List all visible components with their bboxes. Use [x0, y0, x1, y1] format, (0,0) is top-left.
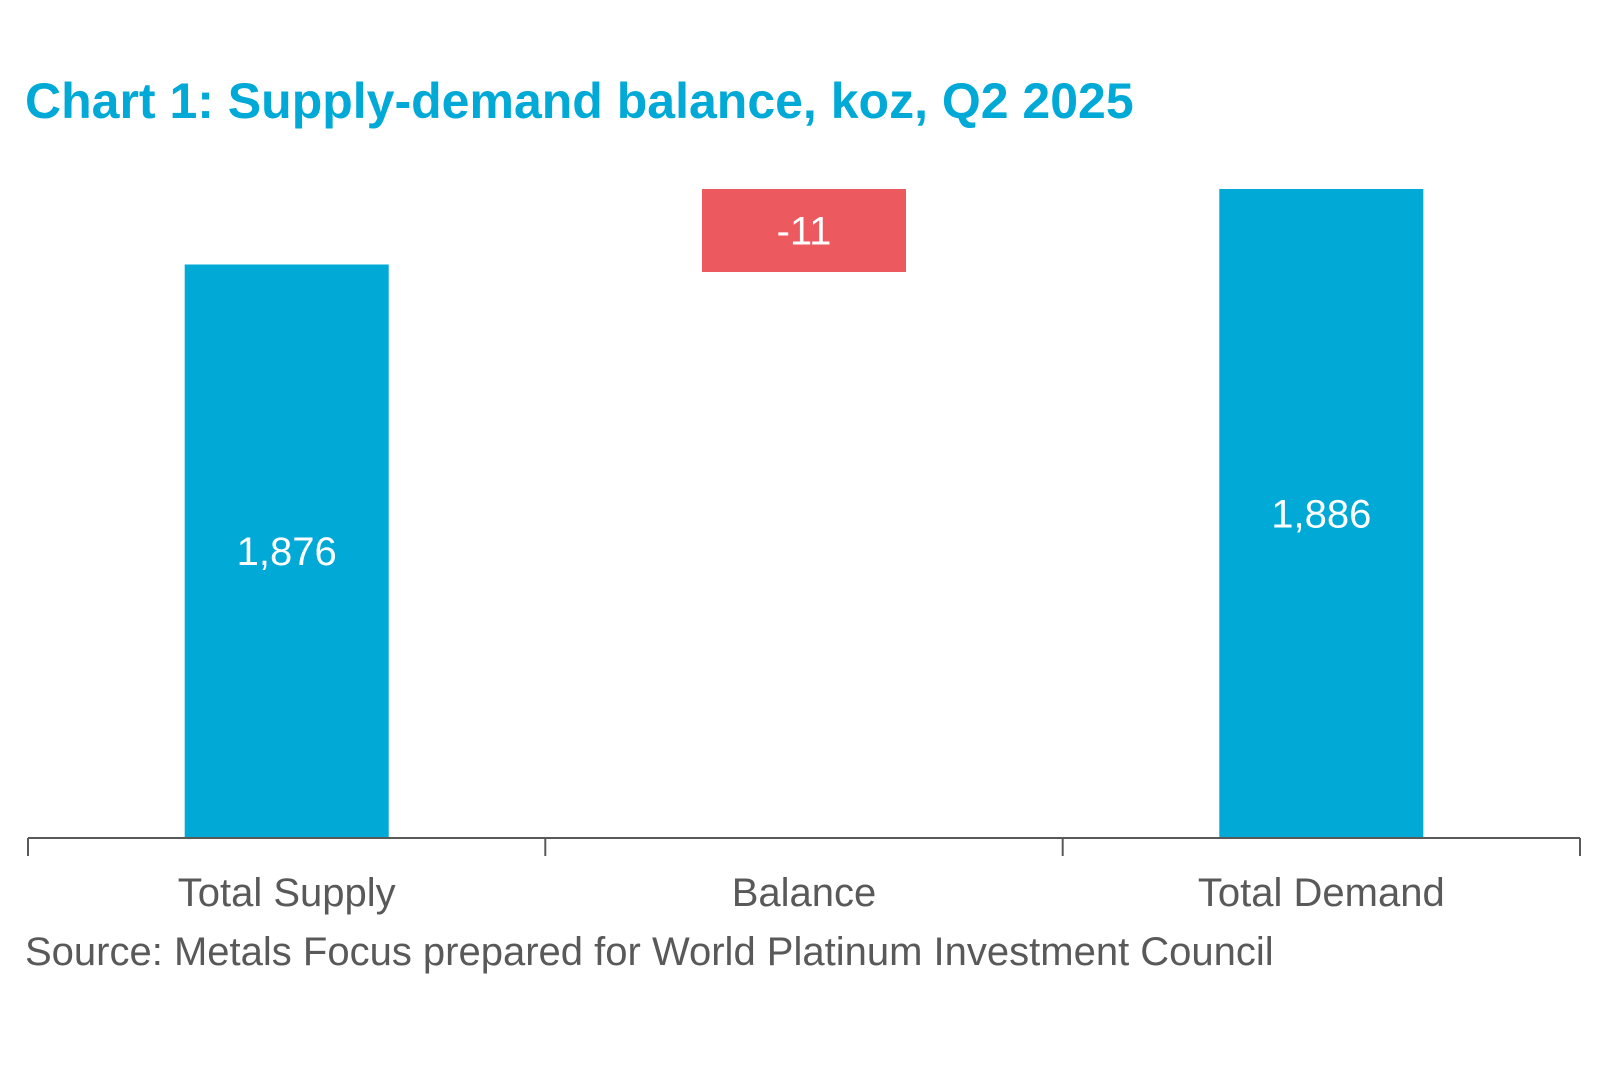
- data-label-balance: -11: [777, 210, 832, 254]
- labels-layer: 1,876 Total Supply -11 Balance 1,886 Total De…: [178, 210, 1445, 916]
- bar-total-supply: [184, 264, 389, 838]
- category-label-total-demand: Total Demand: [1198, 871, 1445, 915]
- chart-title: Chart 1: Supply-demand balance, koz, Q2 …: [25, 73, 1134, 129]
- bars-layer: [184, 189, 1424, 838]
- data-label-total-supply: 1,876: [237, 530, 337, 574]
- bar-total-demand: [1219, 189, 1424, 838]
- bar-balance: [702, 189, 906, 272]
- category-label-total-supply: Total Supply: [178, 871, 396, 915]
- category-label-balance: Balance: [732, 871, 877, 915]
- x-axis: [27, 837, 1581, 856]
- source-note: Source: Metals Focus prepared for World …: [25, 930, 1274, 974]
- data-label-total-demand: 1,886: [1271, 493, 1371, 537]
